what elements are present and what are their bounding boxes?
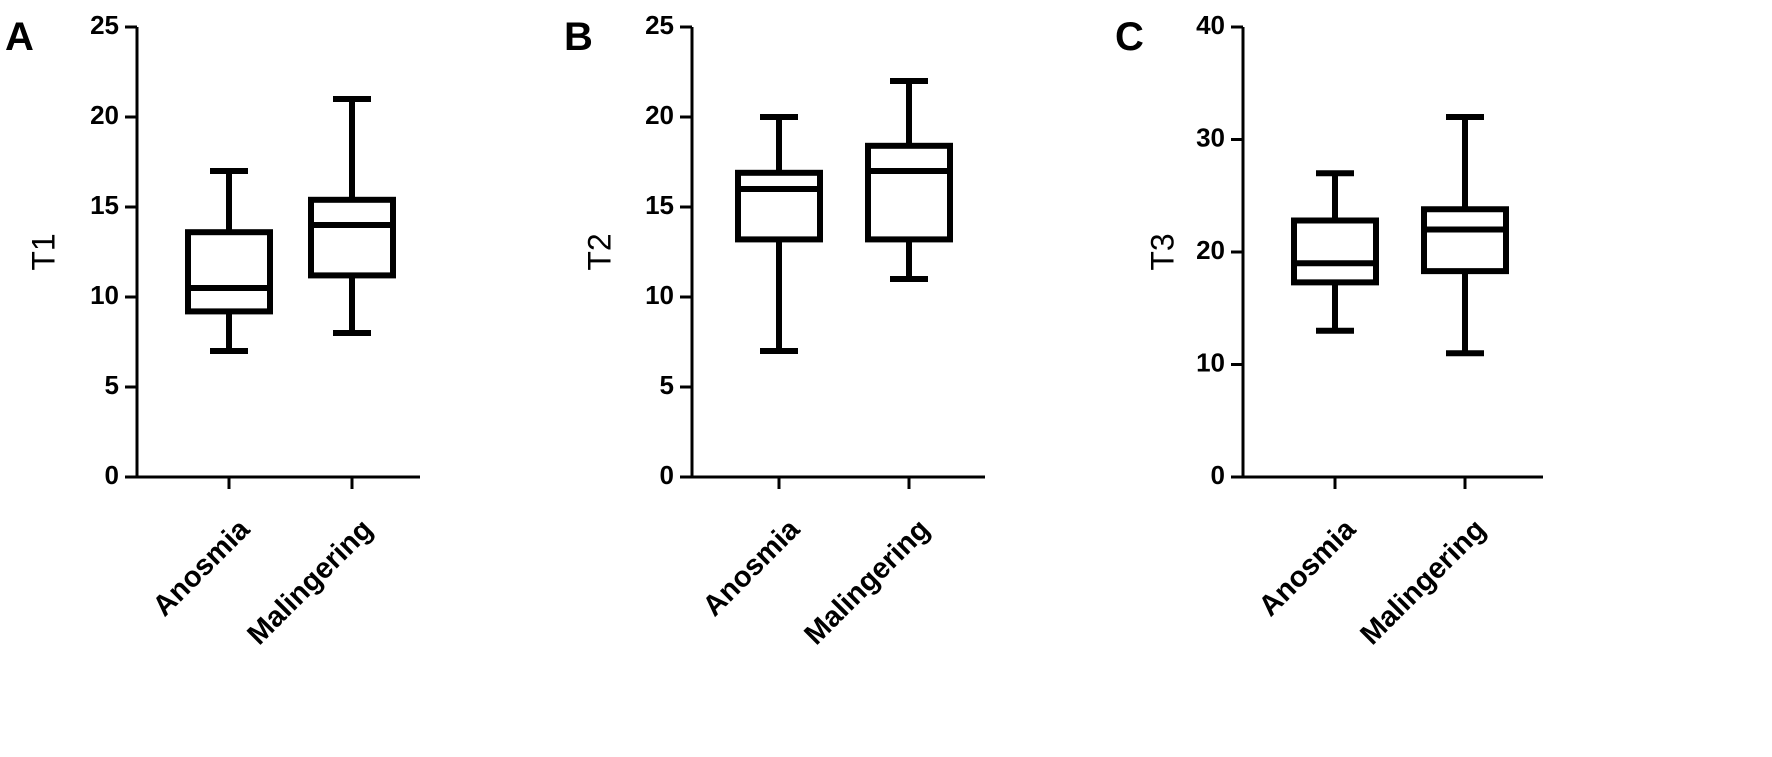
y-tick-label: 15 [645, 190, 674, 220]
y-tick-label: 20 [90, 100, 119, 130]
y-axis-label: T1 [25, 233, 61, 270]
panel-letter: A [5, 15, 34, 59]
y-tick-label: 30 [1196, 122, 1225, 152]
y-tick-label: 20 [645, 100, 674, 130]
y-tick-label: 25 [645, 10, 674, 40]
y-tick-label: 40 [1196, 10, 1225, 40]
y-tick-label: 5 [105, 370, 119, 400]
y-tick-label: 0 [105, 460, 119, 490]
y-tick-label: 0 [1211, 460, 1225, 490]
panel-letter: C [1115, 15, 1144, 59]
box-malingering: Malingering [1354, 114, 1509, 651]
x-category-label: Anosmia [147, 513, 257, 623]
y-tick-label: 5 [660, 370, 674, 400]
y-tick-label: 20 [1196, 235, 1225, 265]
box-anosmia: Anosmia [697, 114, 823, 623]
y-axis-label: T3 [1144, 233, 1180, 270]
y-tick-label: 10 [90, 280, 119, 310]
box-anosmia: Anosmia [1253, 170, 1379, 623]
iqr-box [308, 196, 396, 279]
iqr-box [735, 169, 823, 243]
box-malingering: Malingering [241, 96, 396, 651]
x-category-label: Malingering [1354, 513, 1492, 651]
iqr-box [1421, 206, 1509, 275]
y-tick-label: 25 [90, 10, 119, 40]
box-anosmia: Anosmia [147, 168, 273, 623]
iqr-box [865, 142, 953, 243]
x-category-label: Malingering [798, 513, 936, 651]
y-tick-label: 10 [645, 280, 674, 310]
y-tick-label: 10 [1196, 347, 1225, 377]
x-category-label: Anosmia [697, 513, 807, 623]
panel-letter: B [564, 15, 593, 59]
iqr-box [185, 229, 273, 315]
iqr-box [1291, 217, 1379, 286]
x-category-label: Malingering [241, 513, 379, 651]
box-malingering: Malingering [798, 78, 953, 651]
y-axis-label: T2 [581, 233, 617, 270]
y-tick-label: 15 [90, 190, 119, 220]
y-tick-label: 0 [660, 460, 674, 490]
x-category-label: Anosmia [1253, 513, 1363, 623]
